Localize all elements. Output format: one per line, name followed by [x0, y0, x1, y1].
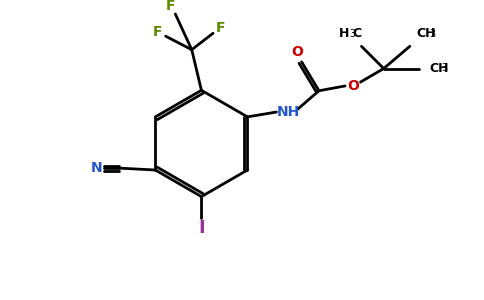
Text: 3: 3: [349, 28, 355, 39]
Text: 3: 3: [429, 28, 435, 39]
Text: O: O: [291, 45, 302, 59]
Text: F: F: [153, 25, 163, 39]
Text: N: N: [91, 161, 102, 175]
Text: I: I: [198, 218, 205, 236]
Text: F: F: [166, 0, 175, 13]
Text: F: F: [216, 21, 226, 35]
Text: CH: CH: [429, 62, 449, 75]
Text: H: H: [338, 27, 349, 40]
Text: O: O: [347, 79, 359, 93]
Text: C: C: [353, 27, 362, 40]
Text: 3: 3: [442, 63, 448, 74]
Text: NH: NH: [276, 105, 300, 119]
Text: CH: CH: [417, 27, 436, 40]
